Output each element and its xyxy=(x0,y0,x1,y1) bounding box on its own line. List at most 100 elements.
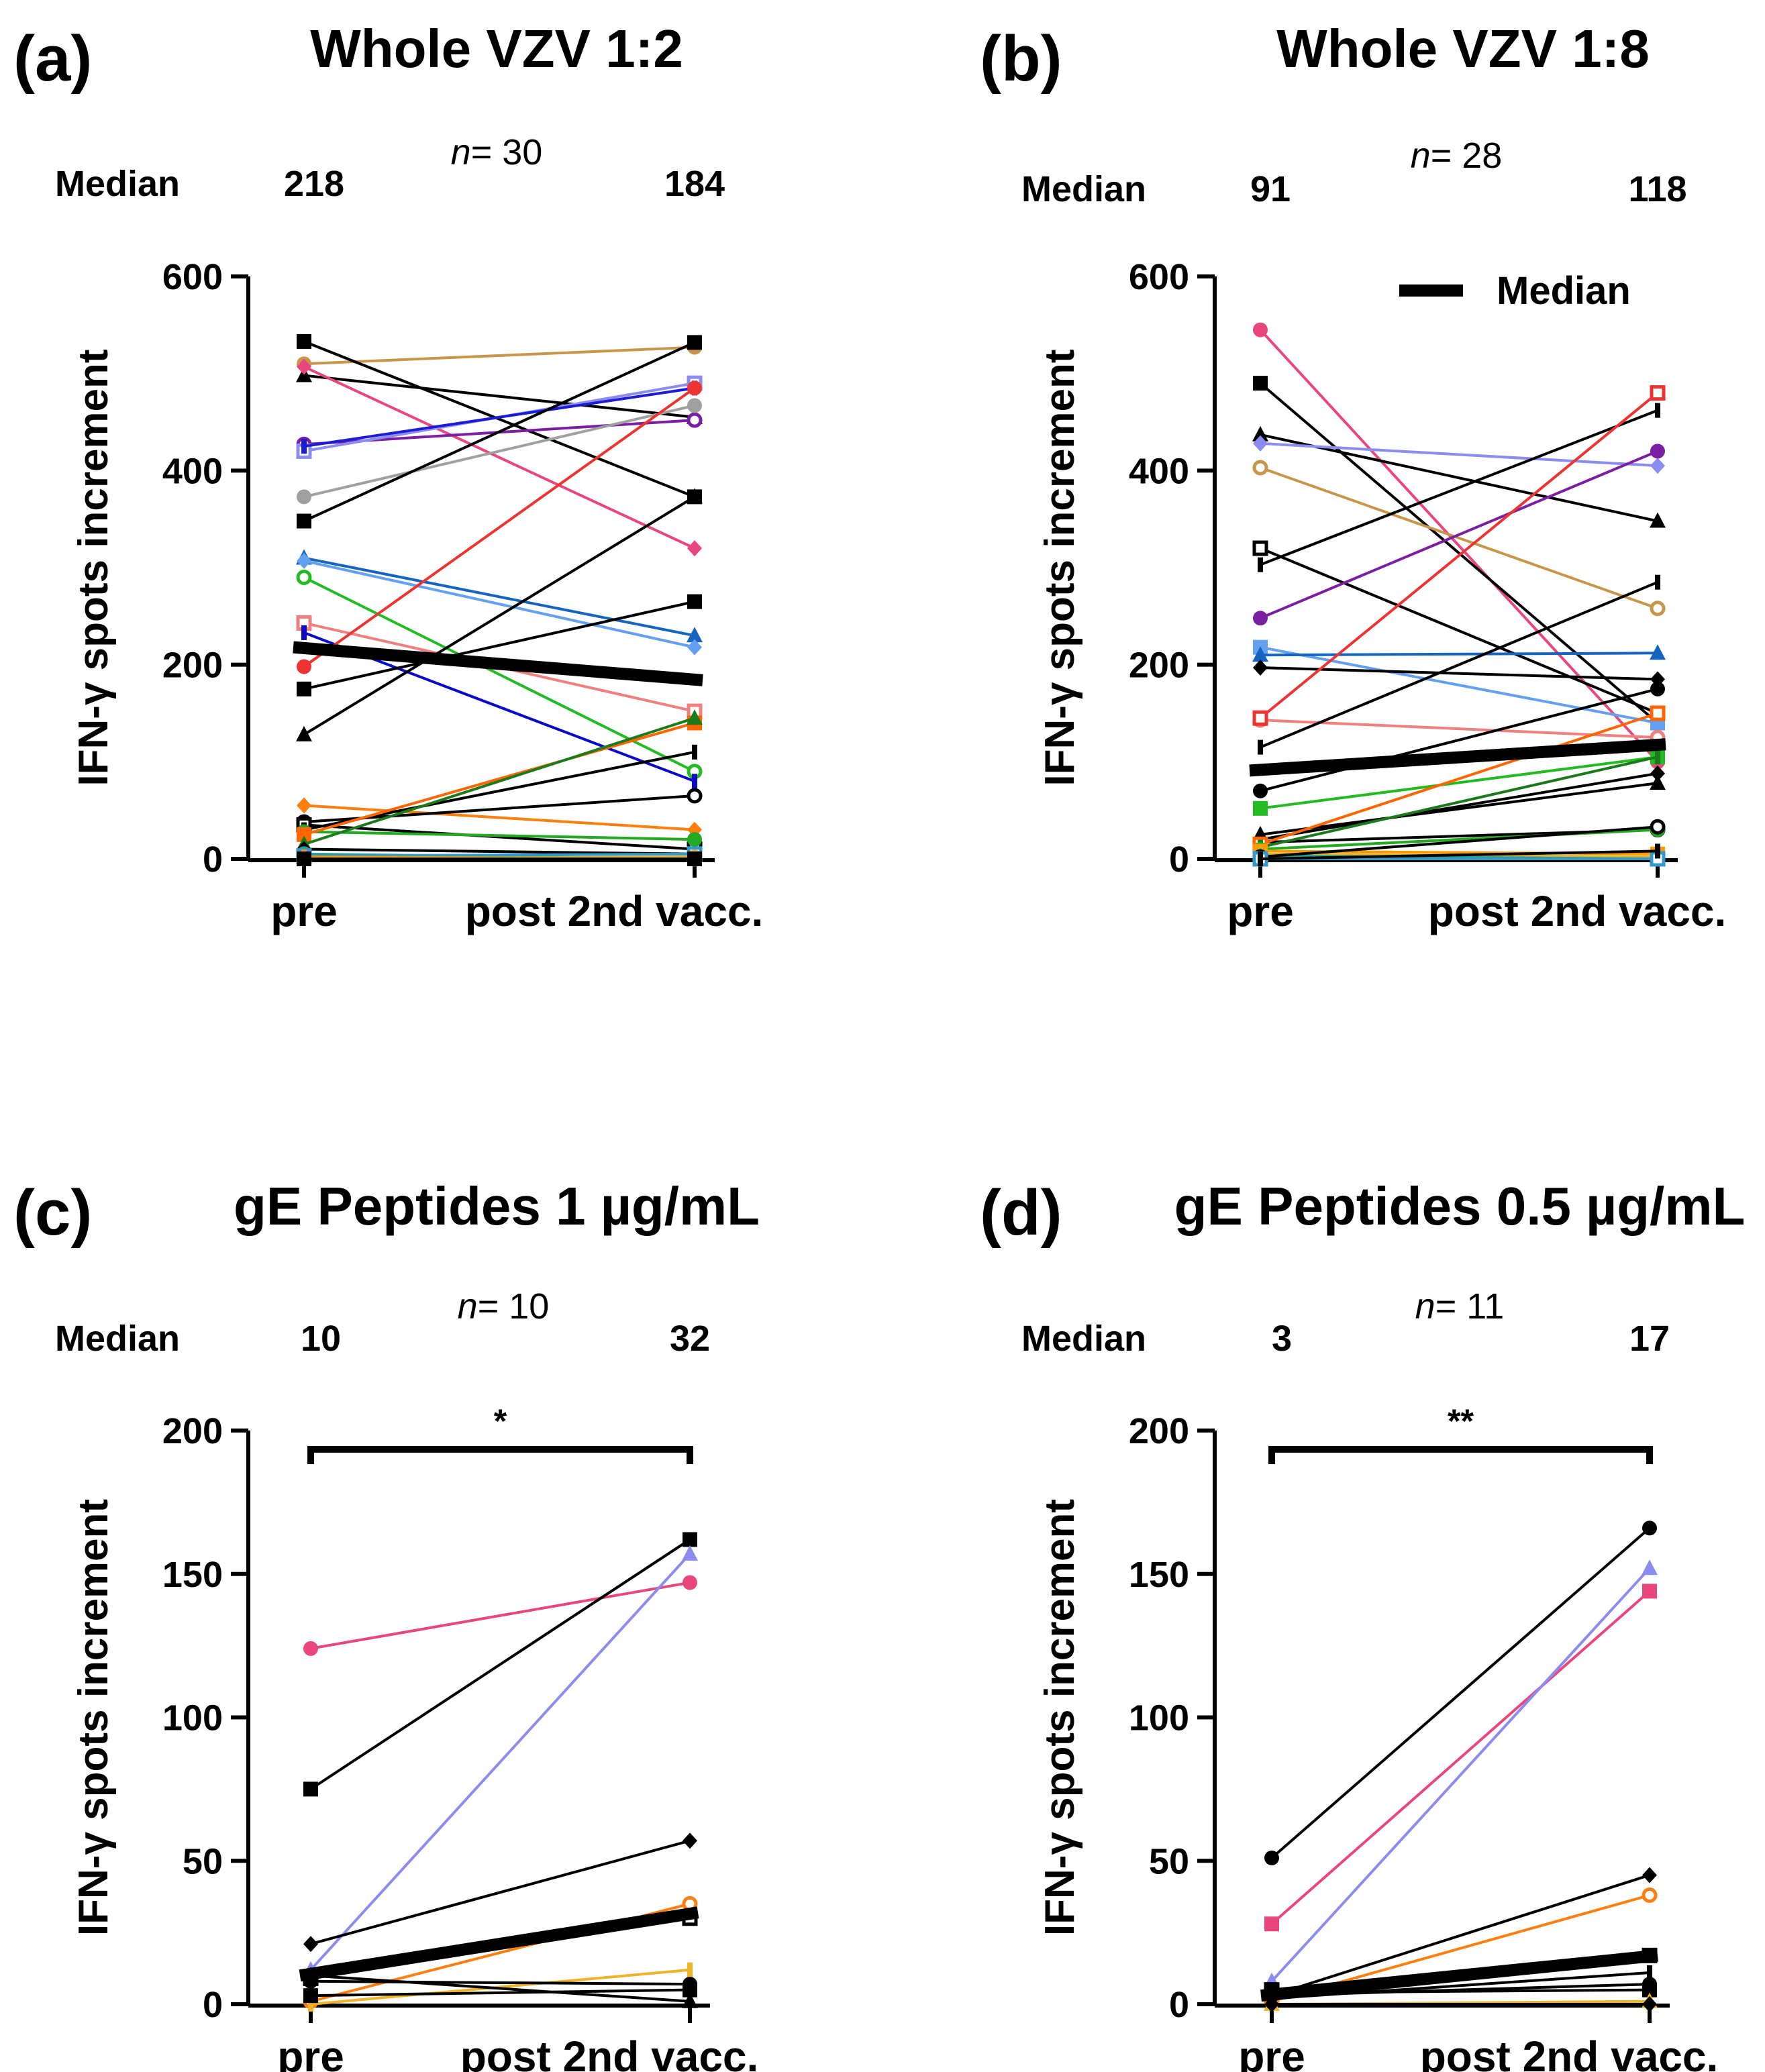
chart-title: gE Peptides 0.5 µg/mL xyxy=(1174,1176,1746,1236)
series-line xyxy=(309,1538,691,1791)
data-point-post xyxy=(692,744,697,760)
series-line xyxy=(1260,433,1658,523)
data-point-pre xyxy=(297,851,311,866)
series-s3 xyxy=(1252,425,1666,528)
series-s6 xyxy=(1252,540,1666,721)
median-pre-value: 91 xyxy=(1250,169,1291,209)
series-line xyxy=(310,1974,691,2003)
series-s20 xyxy=(1252,705,1666,852)
series-s5 xyxy=(1252,460,1666,617)
y-tick-label: 200 xyxy=(1129,645,1189,686)
median-line xyxy=(293,641,703,686)
series-line xyxy=(303,721,695,836)
series-line xyxy=(303,495,696,736)
sample-size-value: = 28 xyxy=(1431,136,1503,176)
median-post-value: 184 xyxy=(664,164,725,204)
data-point-post xyxy=(687,709,703,725)
data-point-pre xyxy=(1253,322,1268,338)
series-line xyxy=(310,1968,691,2006)
y-tick-label: 0 xyxy=(1169,1985,1189,2025)
data-point-post xyxy=(682,1992,698,2008)
series-line xyxy=(303,804,695,831)
series-s18 xyxy=(297,797,702,838)
y-tick-label: 200 xyxy=(162,1411,223,1451)
series-line xyxy=(1260,687,1658,792)
series-s8 xyxy=(297,398,702,505)
y-tick-label: 150 xyxy=(1129,1555,1189,1595)
series-line xyxy=(1260,450,1658,620)
y-axis-label: IFN-γ spots increment xyxy=(70,349,117,786)
data-point-pre xyxy=(1253,376,1268,391)
data-point-post xyxy=(687,639,702,656)
data-point-post xyxy=(687,540,702,557)
y-tick-label: 400 xyxy=(162,451,223,491)
panel-b: (b) Whole VZV 1:8 n= 28 Median 91 118 0 200 400 6… xyxy=(980,19,1726,935)
sample-size-n: n xyxy=(1411,136,1431,176)
y-axis-label: IFN-γ spots increment xyxy=(1037,1499,1083,1936)
data-point-post xyxy=(1650,705,1666,721)
data-point-post xyxy=(1642,1996,1657,2012)
panel-label: (b) xyxy=(980,23,1062,95)
y-tick-label: 200 xyxy=(162,645,223,686)
y-tick-label: 100 xyxy=(162,1698,223,1739)
median-row-label: Median xyxy=(55,1318,180,1359)
series-line xyxy=(1270,1590,1651,1925)
series-s11 xyxy=(1264,1996,1657,2012)
data-point-post xyxy=(1650,765,1665,782)
y-tick-label: 600 xyxy=(162,257,223,297)
data-point-pre xyxy=(1264,1916,1279,1932)
data-point-pre xyxy=(303,1641,318,1656)
sample-size-label: n= 10 xyxy=(458,1286,550,1327)
chart-title: Whole VZV 1:2 xyxy=(310,19,683,79)
data-point-post xyxy=(687,380,702,396)
data-point-post xyxy=(683,1982,697,1998)
series-line xyxy=(303,346,695,366)
y-axis-label: IFN-γ spots increment xyxy=(70,1499,117,1936)
series-s11 xyxy=(1253,660,1665,688)
data-point-pre xyxy=(1253,800,1268,816)
data-point-pre xyxy=(297,552,311,569)
series-line xyxy=(303,556,695,637)
sample-size-n: n xyxy=(451,132,471,172)
y-tick-label: 200 xyxy=(1129,1411,1189,1451)
data-point-post xyxy=(1642,1982,1657,1998)
data-point-pre xyxy=(297,333,311,349)
panel-c: (c) gE Peptides 1 µg/mL n= 10 Median 10 32 0 50… xyxy=(13,1176,760,2072)
series-s8 xyxy=(1253,444,1665,626)
series-line xyxy=(303,852,695,858)
median-line xyxy=(1260,1949,1658,2002)
series-s16 xyxy=(297,594,702,696)
data-point-pre xyxy=(1253,660,1268,676)
series-s11 xyxy=(297,552,702,656)
series-line xyxy=(1260,772,1658,841)
significance-bracket xyxy=(307,1446,693,1464)
data-point-post xyxy=(1650,644,1666,660)
data-point-post xyxy=(1655,403,1660,418)
series-line xyxy=(1270,1526,1651,1859)
y-axis-label: IFN-γ spots increment xyxy=(1037,349,1083,786)
data-point-pre xyxy=(1253,435,1268,452)
series-s30 xyxy=(297,851,702,866)
sample-size-value: = 30 xyxy=(471,132,543,172)
data-point-pre xyxy=(1252,460,1268,476)
series-line xyxy=(303,559,695,649)
data-point-post xyxy=(687,398,702,413)
series-line xyxy=(303,404,695,499)
series-line xyxy=(303,340,695,499)
y-tick-label: 150 xyxy=(162,1555,223,1595)
y-tick-label: 600 xyxy=(1129,257,1189,297)
x-category-label: pre xyxy=(277,2032,344,2072)
series-s3 xyxy=(303,1545,698,1977)
y-tick-label: 0 xyxy=(203,1985,223,2025)
data-point-post xyxy=(1650,671,1665,688)
x-category-label: pre xyxy=(1227,887,1294,935)
y-tick-label: 50 xyxy=(1149,1841,1189,1881)
data-point-post xyxy=(1650,512,1666,528)
median-line xyxy=(299,1906,699,1982)
series-line xyxy=(303,717,695,846)
series-line xyxy=(303,374,695,419)
median-row-label: Median xyxy=(1021,169,1146,209)
series-s2 xyxy=(1264,1584,1657,1932)
legend-median-label: Median xyxy=(1497,269,1631,313)
